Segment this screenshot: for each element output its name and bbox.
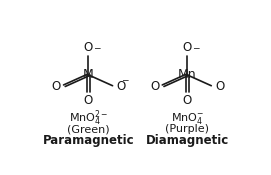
Text: −: −: [192, 43, 199, 52]
Text: (Green): (Green): [67, 124, 110, 134]
Text: Mn: Mn: [178, 68, 196, 81]
Text: O: O: [84, 41, 93, 54]
Text: O: O: [183, 41, 192, 54]
Text: O: O: [183, 94, 192, 107]
Text: −: −: [93, 43, 101, 52]
Text: Paramagnetic: Paramagnetic: [43, 134, 134, 147]
Text: O: O: [51, 80, 61, 93]
Text: O: O: [84, 94, 93, 107]
Text: (Purple): (Purple): [165, 124, 209, 134]
Text: M: M: [83, 68, 94, 81]
Text: −: −: [121, 75, 128, 84]
Text: O: O: [150, 80, 159, 93]
Text: Diamagnetic: Diamagnetic: [146, 134, 229, 147]
Text: O: O: [215, 80, 224, 93]
Text: MnO$_4^{2-}$: MnO$_4^{2-}$: [69, 108, 108, 128]
Text: MnO$_4^{-}$: MnO$_4^{-}$: [171, 111, 204, 125]
Text: O: O: [116, 80, 125, 93]
